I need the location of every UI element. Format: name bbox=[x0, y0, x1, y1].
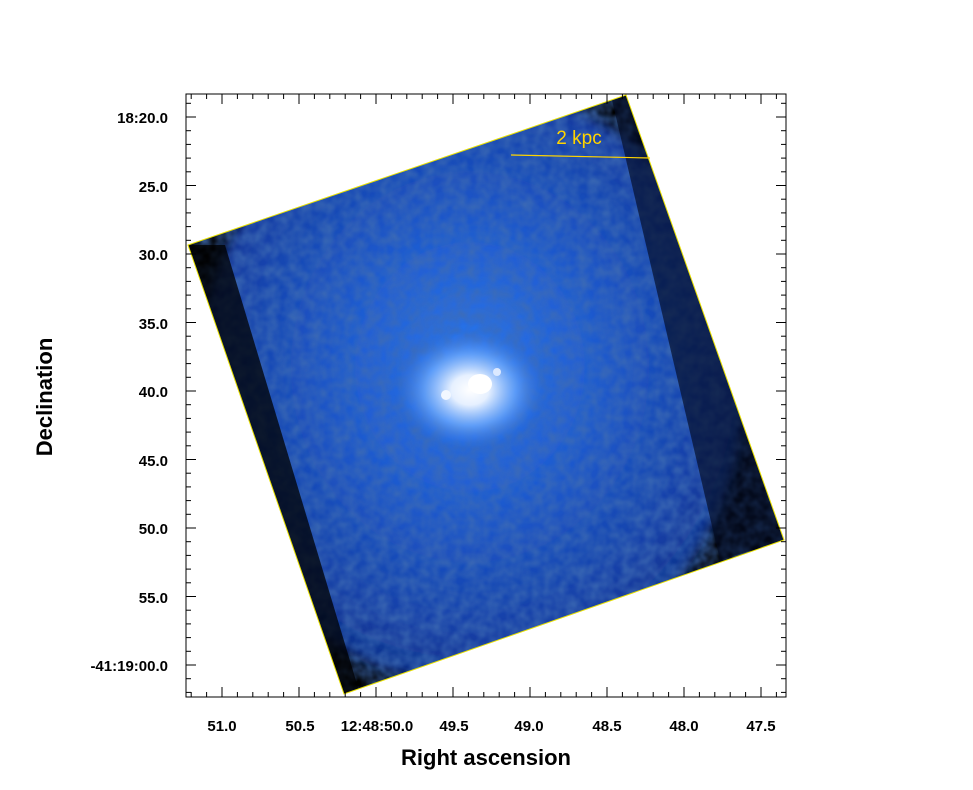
core-knot bbox=[441, 390, 451, 400]
y-tick-label: 35.0 bbox=[139, 316, 168, 333]
y-tick-label: 25.0 bbox=[139, 179, 168, 196]
image-footprint-group bbox=[187, 94, 785, 695]
footprint-dark-edge-right bbox=[612, 95, 784, 560]
x-tick-label: 48.5 bbox=[592, 718, 621, 735]
scale-bar-label: 2 kpc bbox=[556, 128, 601, 149]
x-tick-label: 12:48:50.0 bbox=[341, 718, 414, 735]
y-tick-label: 30.0 bbox=[139, 247, 168, 264]
y-tick-label: 45.0 bbox=[139, 453, 168, 470]
x-tick-label: 49.0 bbox=[514, 718, 543, 735]
bright-core-glow bbox=[395, 330, 545, 450]
tick-marks bbox=[186, 94, 786, 697]
x-tick-label: 50.5 bbox=[285, 718, 314, 735]
plot-frame bbox=[185, 93, 787, 698]
footprint-outline bbox=[187, 94, 785, 695]
y-tick-label: -41:19:00.0 bbox=[90, 658, 168, 675]
core-knot bbox=[493, 368, 501, 376]
x-tick-label: 51.0 bbox=[207, 718, 236, 735]
y-tick-label: 55.0 bbox=[139, 590, 168, 607]
y-axis-title: Declination bbox=[32, 338, 57, 457]
y-tick-label: 50.0 bbox=[139, 521, 168, 538]
x-axis-title: Right ascension bbox=[401, 745, 571, 770]
x-tick-label: 49.5 bbox=[439, 718, 468, 735]
y-tick-label: 18:20.0 bbox=[117, 110, 168, 127]
x-tick-label: 47.5 bbox=[746, 718, 775, 735]
footprint-dark-edge-left bbox=[188, 245, 360, 694]
bright-core bbox=[468, 374, 492, 394]
x-tick-label: 48.0 bbox=[669, 718, 698, 735]
y-tick-label: 40.0 bbox=[139, 384, 168, 401]
scale-bar-line bbox=[510, 154, 651, 159]
